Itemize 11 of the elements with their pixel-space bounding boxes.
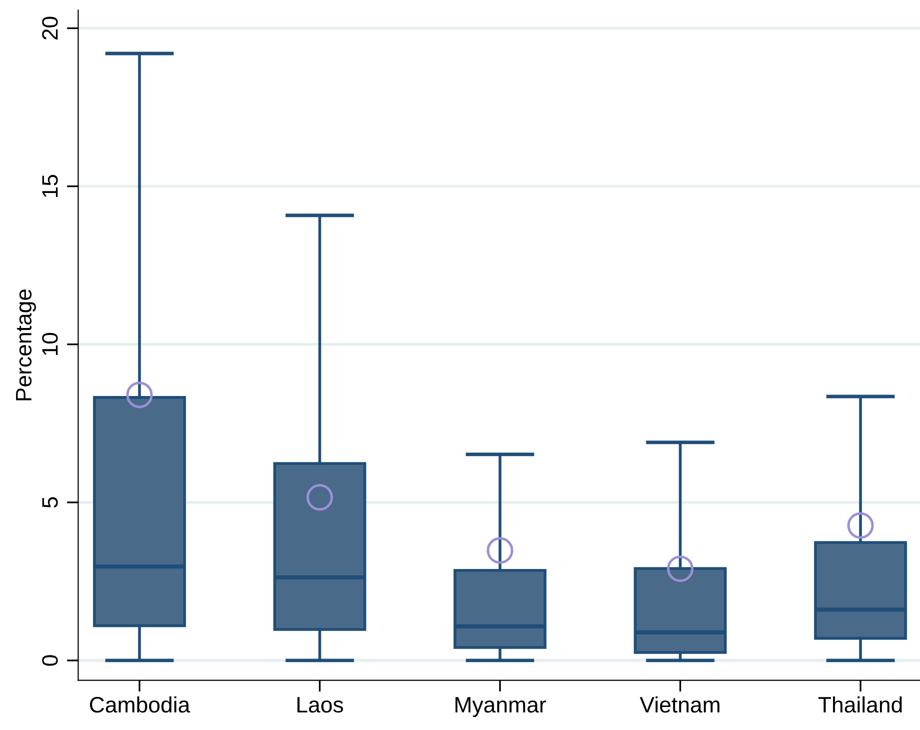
y-axis-title: Percentage: [16, 289, 36, 400]
x-tick-label: Myanmar: [456, 697, 546, 718]
x-tick-label: Cambodia: [90, 696, 190, 713]
y-tick-label: 10: [42, 332, 58, 356]
x-tick-label: Thailand: [818, 696, 902, 713]
x-tick-label: Vietnam: [640, 696, 720, 713]
x-tick-label: Laos: [297, 697, 344, 713]
y-tick-label: 5: [42, 497, 58, 508]
y-tick-label: 15: [42, 174, 58, 197]
y-tick-label: 20: [42, 16, 58, 40]
y-tick-label: 0: [42, 655, 58, 666]
